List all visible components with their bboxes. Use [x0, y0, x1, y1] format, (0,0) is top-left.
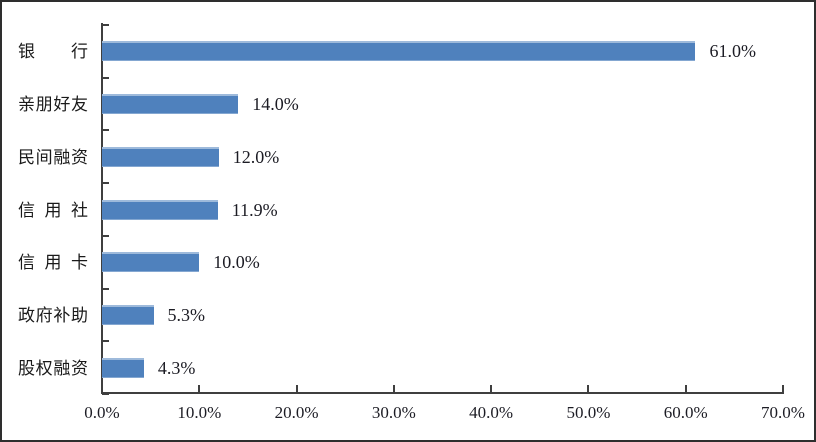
- bar-value-label: 12.0%: [232, 146, 280, 167]
- x-axis-tick: [392, 385, 395, 392]
- x-axis-tick: [684, 385, 687, 392]
- bar-value-label: 5.3%: [167, 304, 206, 325]
- y-axis-tick: [102, 393, 109, 395]
- y-axis-tick: [102, 234, 109, 237]
- y-axis-tick: [102, 76, 109, 79]
- y-axis-tick: [102, 24, 109, 26]
- x-axis-tick: [587, 385, 590, 392]
- category-label: 信用卡: [18, 253, 88, 273]
- bar-value-label: 10.0%: [213, 252, 260, 273]
- x-axis-tick: [782, 385, 784, 392]
- y-axis-tick: [102, 129, 109, 132]
- x-axis-tick: [490, 385, 493, 392]
- x-axis-tick: [198, 385, 201, 392]
- bar: [102, 41, 696, 62]
- category-label: 股权融资: [18, 358, 88, 378]
- category-label: 银行: [18, 42, 88, 62]
- x-axis-tick-label: 0.0%: [84, 403, 120, 422]
- x-axis-tick-label: 30.0%: [371, 403, 416, 422]
- bar: [102, 357, 144, 378]
- y-axis-tick: [102, 287, 109, 290]
- bar: [102, 304, 154, 325]
- y-axis-tick: [102, 340, 109, 343]
- category-label: 民间融资: [18, 147, 88, 167]
- y-axis-tick: [102, 182, 109, 185]
- bar: [102, 199, 218, 220]
- bar-value-label: 14.0%: [252, 94, 299, 115]
- bar-value-label: 61.0%: [709, 41, 756, 62]
- x-axis-tick-label: 20.0%: [274, 403, 319, 422]
- x-axis-tick: [101, 385, 103, 392]
- bar: [102, 146, 219, 167]
- x-axis-tick-label: 50.0%: [566, 403, 611, 422]
- category-label: 亲朋好友: [18, 95, 88, 115]
- bar: [102, 252, 200, 273]
- category-label: 信用社: [18, 200, 88, 220]
- x-axis-tick-label: 70.0%: [761, 403, 805, 422]
- bar-value-label: 11.9%: [231, 199, 278, 220]
- x-axis-tick-label: 40.0%: [469, 403, 514, 422]
- x-axis-line: [101, 392, 784, 394]
- x-axis-tick-label: 10.0%: [177, 403, 222, 422]
- bar-value-label: 4.3%: [157, 357, 196, 378]
- bar: [102, 94, 239, 115]
- x-axis-tick: [295, 385, 298, 392]
- x-axis-tick-label: 60.0%: [663, 403, 708, 422]
- category-label: 政府补助: [18, 305, 88, 325]
